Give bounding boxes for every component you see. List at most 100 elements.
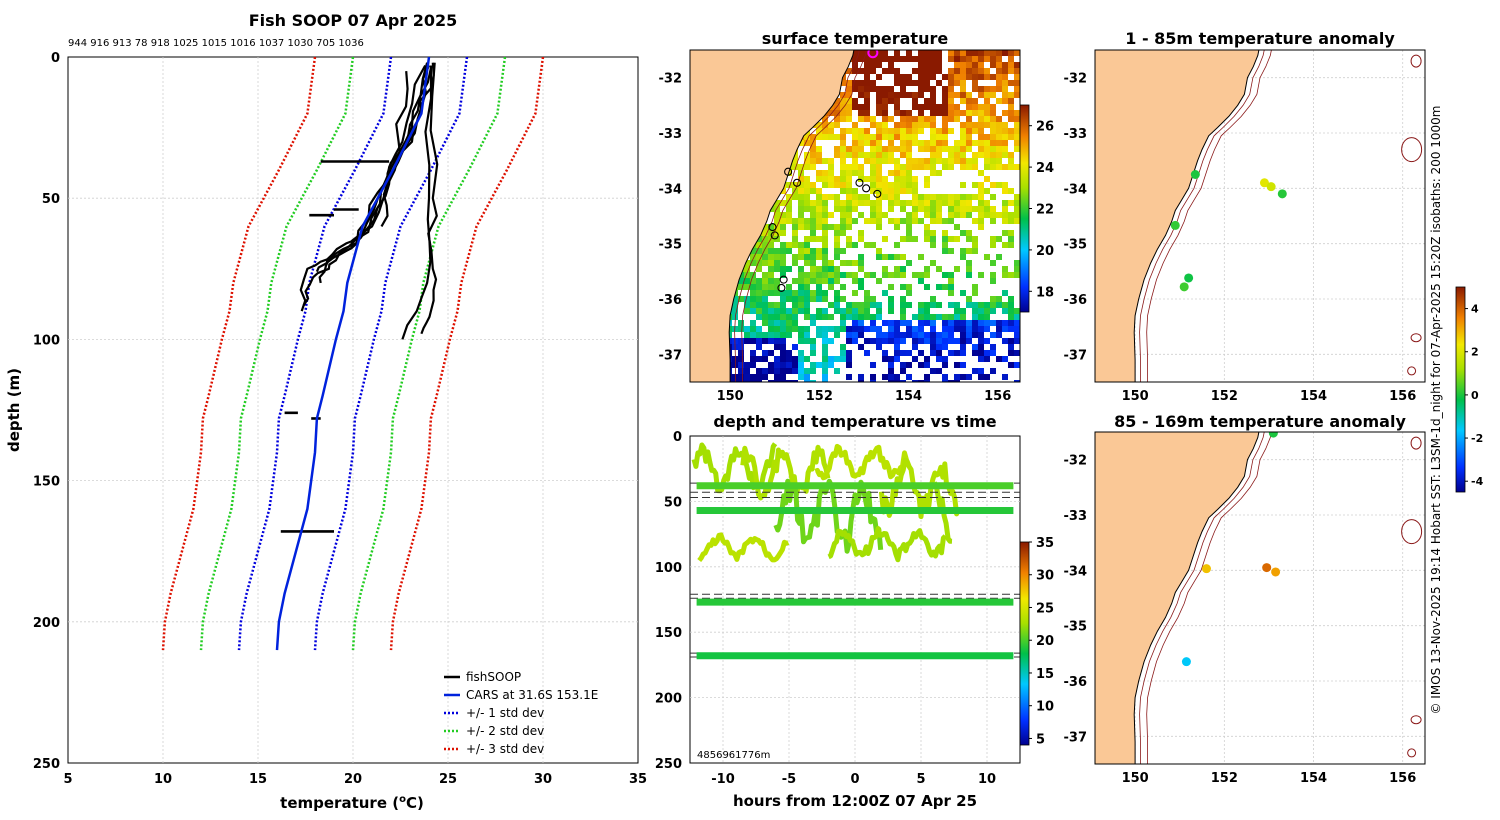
sst-cell [780, 350, 786, 356]
sst-ytick: -37 [659, 348, 683, 363]
sst-cell [840, 164, 846, 170]
sst-cell [798, 194, 804, 200]
anom2-ytick: -33 [1064, 509, 1088, 524]
sst-cell [834, 116, 840, 122]
sst-cell [900, 128, 906, 134]
sst-cell [960, 320, 966, 326]
sst-cell [990, 212, 996, 218]
sst-cell [960, 86, 966, 92]
sst-cell [768, 242, 774, 248]
sst-cell [846, 86, 852, 92]
sst-cell [852, 158, 858, 164]
sst-cell [924, 224, 930, 230]
sst-cell [858, 212, 864, 218]
sst-cell [960, 110, 966, 116]
sst-cell [1002, 200, 1008, 206]
sst-cell [816, 314, 822, 320]
sst-cell [894, 74, 900, 80]
depthtime-cb-label: 5 [1036, 732, 1045, 747]
sst-cell [792, 356, 798, 362]
depthtime-ytick: 0 [673, 430, 682, 445]
sst-cell [900, 164, 906, 170]
sst-cell [1014, 362, 1020, 368]
sst-cell [756, 314, 762, 320]
sst-cell [960, 92, 966, 98]
sst-cell [894, 56, 900, 62]
sst-cell [888, 56, 894, 62]
sst-cb-label: 20 [1036, 244, 1054, 259]
anom2-land [1095, 432, 1260, 764]
sst-cell [804, 380, 810, 382]
sst-cell [798, 308, 804, 314]
sst-cell [816, 188, 822, 194]
sst-cell [762, 284, 768, 290]
sst-cell [960, 128, 966, 134]
sst-cell [888, 86, 894, 92]
sst-xtick: 154 [895, 389, 922, 404]
sst-cell [750, 350, 756, 356]
anom1-seamount [1401, 137, 1423, 163]
sst-cell [936, 212, 942, 218]
sst-cell [876, 110, 882, 116]
sst-cell [756, 290, 762, 296]
sst-cell [822, 326, 828, 332]
sst-cell [990, 158, 996, 164]
sst-cell [966, 68, 972, 74]
sst-cell [882, 254, 888, 260]
sst-cell [966, 110, 972, 116]
sst-cell [996, 326, 1002, 332]
sst-cell [828, 110, 834, 116]
sst-cell [786, 332, 792, 338]
sst-cell [834, 254, 840, 260]
sst-cell [816, 122, 822, 128]
sst-cell [822, 350, 828, 356]
sst-cell [978, 224, 984, 230]
sst-cell [930, 134, 936, 140]
sst-cell [1014, 146, 1020, 152]
sst-cell [798, 278, 804, 284]
sst-cell [924, 314, 930, 320]
sst-cell [786, 248, 792, 254]
sst-cell [822, 344, 828, 350]
sst-cell [906, 290, 912, 296]
sst-cell [990, 350, 996, 356]
sst-cell [804, 218, 810, 224]
sst-cell [798, 368, 804, 374]
sst-cell [828, 170, 834, 176]
sst-cell [918, 338, 924, 344]
sst-cell [870, 374, 876, 380]
sst-cell [822, 374, 828, 380]
sst-cell [942, 326, 948, 332]
sst-cell [948, 284, 954, 290]
sst-cell [864, 110, 870, 116]
sst-cell [1002, 128, 1008, 134]
sst-cell [948, 116, 954, 122]
sst-cell [972, 302, 978, 308]
sst-cell [846, 128, 852, 134]
sst-cell [966, 104, 972, 110]
depthtime-data [690, 442, 1020, 660]
sst-ticks: 150 152 154 156-32-33-34-35-36-37 [659, 72, 1012, 404]
sst-cell [822, 236, 828, 242]
sst-cell [1008, 302, 1014, 308]
sst-cell [984, 314, 990, 320]
sst-cell [870, 62, 876, 68]
anomaly-cb-label: 4 [1471, 303, 1479, 316]
depthtime-trace [697, 532, 790, 563]
sst-cell [918, 158, 924, 164]
sst-cell [840, 134, 846, 140]
sst-cell [756, 308, 762, 314]
sst-cell [822, 338, 828, 344]
sst-cell [960, 56, 966, 62]
sst-cell [966, 302, 972, 308]
sst-cell [936, 284, 942, 290]
legend-cars: CARS at 31.6S 153.1E [466, 688, 598, 702]
sst-cell [912, 104, 918, 110]
sst-cell [990, 182, 996, 188]
sst-cell [978, 314, 984, 320]
sst-cell [996, 296, 1002, 302]
sst-cell [966, 326, 972, 332]
sst-cell [846, 326, 852, 332]
